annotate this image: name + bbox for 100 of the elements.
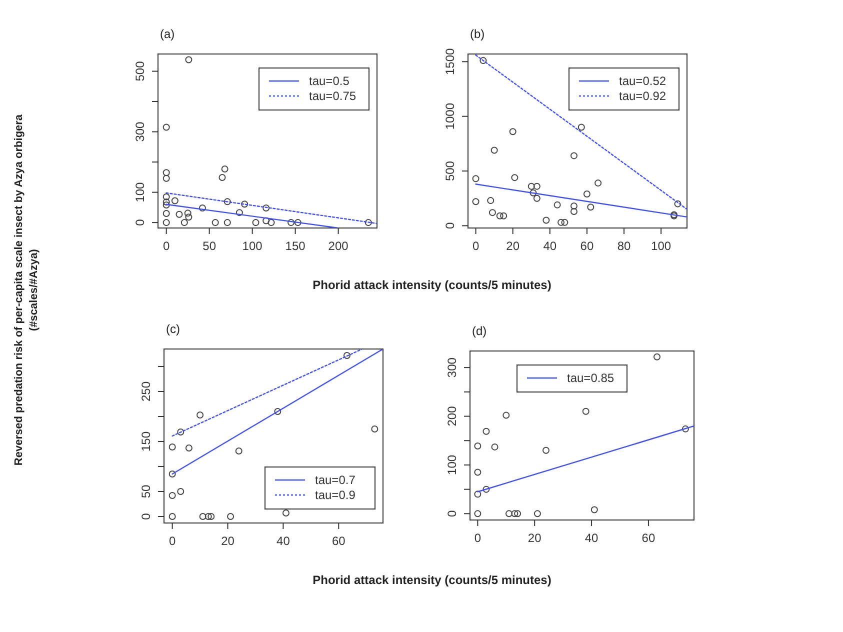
- point: [268, 219, 275, 226]
- x-axis-title: Phorid attack intensity (counts/5 minutes): [312, 573, 552, 587]
- x-tick-label: 20: [528, 531, 542, 545]
- legend-label: tau=0.9: [315, 488, 356, 502]
- point: [371, 426, 378, 432]
- point: [528, 182, 535, 190]
- y-tick-label: 1500: [443, 48, 457, 76]
- x-tick-label: 0: [162, 239, 170, 253]
- point: [474, 490, 482, 498]
- point: [514, 510, 522, 518]
- x-tick-label: 100: [651, 239, 672, 253]
- point: [509, 128, 516, 136]
- point: [162, 219, 170, 226]
- point: [180, 219, 188, 226]
- point: [511, 174, 518, 182]
- point: [184, 210, 192, 217]
- point: [212, 219, 219, 226]
- point: [176, 210, 183, 218]
- point: [578, 124, 585, 131]
- y-tick-label: 100: [133, 182, 147, 202]
- point: [582, 408, 590, 415]
- point: [594, 180, 602, 187]
- point: [472, 198, 480, 206]
- point: [162, 210, 170, 217]
- x-tick-label: 60: [332, 534, 346, 548]
- point: [162, 169, 170, 176]
- point: [490, 146, 498, 154]
- point: [570, 208, 578, 215]
- point: [171, 197, 178, 204]
- y-tick-label: 200: [445, 406, 459, 426]
- y-tick-label: 150: [139, 431, 153, 452]
- point: [558, 218, 565, 226]
- y-tick-label: 0: [133, 218, 147, 226]
- x-tick-label: 60: [642, 531, 656, 545]
- x-tick-label: 40: [584, 531, 599, 545]
- point: [227, 513, 234, 520]
- point: [474, 442, 482, 450]
- point: [198, 204, 206, 212]
- point: [654, 353, 660, 360]
- point: [482, 428, 490, 435]
- legend-label: tau=0.75: [309, 89, 356, 103]
- y-tick-label: 50: [139, 484, 153, 498]
- y-tick-label: 0: [443, 222, 457, 230]
- x-tick-label: 20: [506, 239, 520, 253]
- y-tick-label: 1000: [443, 102, 457, 130]
- point: [500, 212, 508, 220]
- point: [262, 217, 270, 224]
- point: [162, 124, 170, 131]
- point: [241, 200, 248, 208]
- point: [554, 201, 561, 208]
- point: [196, 412, 204, 418]
- x-tick-label: 100: [242, 239, 263, 253]
- point: [168, 513, 176, 520]
- point: [587, 204, 594, 211]
- point: [474, 510, 482, 518]
- y-axis-title: Reversed predation risk of per-capita scale insect by Azya orbigera (#scales/#Azya): [13, 114, 40, 466]
- x-tick-label: 80: [617, 239, 631, 253]
- x-tick-label: 20: [221, 534, 235, 548]
- point: [561, 218, 568, 226]
- point: [294, 219, 302, 226]
- point: [168, 470, 176, 478]
- x-tick-label: 40: [276, 534, 290, 548]
- chart-title: (b): [470, 27, 485, 41]
- legend-label: tau=0.7: [315, 473, 356, 487]
- point: [343, 352, 350, 359]
- point: [570, 152, 578, 160]
- point: [162, 202, 170, 208]
- point: [208, 513, 215, 520]
- point: [162, 174, 170, 182]
- x-axis-title: Phorid attack intensity (counts/5 minutes): [312, 278, 552, 292]
- point: [472, 175, 480, 182]
- point: [224, 219, 231, 226]
- point: [534, 510, 541, 518]
- point: [487, 197, 494, 204]
- point: [262, 204, 270, 212]
- point: [218, 174, 226, 181]
- point: [474, 468, 482, 476]
- x-tick-label: 40: [543, 239, 557, 253]
- point: [252, 219, 260, 226]
- point: [364, 219, 372, 226]
- point: [542, 446, 550, 454]
- x-tick-label: 150: [285, 239, 306, 253]
- point: [185, 214, 192, 221]
- y-tick-label: 300: [133, 121, 147, 142]
- point: [482, 486, 490, 493]
- point: [168, 492, 176, 499]
- y-tick-label: 0: [139, 512, 153, 520]
- chart-title: (d): [472, 324, 487, 338]
- point: [583, 190, 590, 198]
- point: [288, 219, 295, 226]
- point: [674, 200, 682, 208]
- point: [590, 506, 598, 514]
- point: [274, 408, 282, 415]
- point: [236, 209, 243, 216]
- point: [168, 444, 176, 450]
- point: [542, 216, 550, 224]
- point: [204, 513, 212, 520]
- legend-label: tau=0.5: [309, 74, 350, 88]
- point: [199, 513, 206, 520]
- point: [185, 56, 192, 64]
